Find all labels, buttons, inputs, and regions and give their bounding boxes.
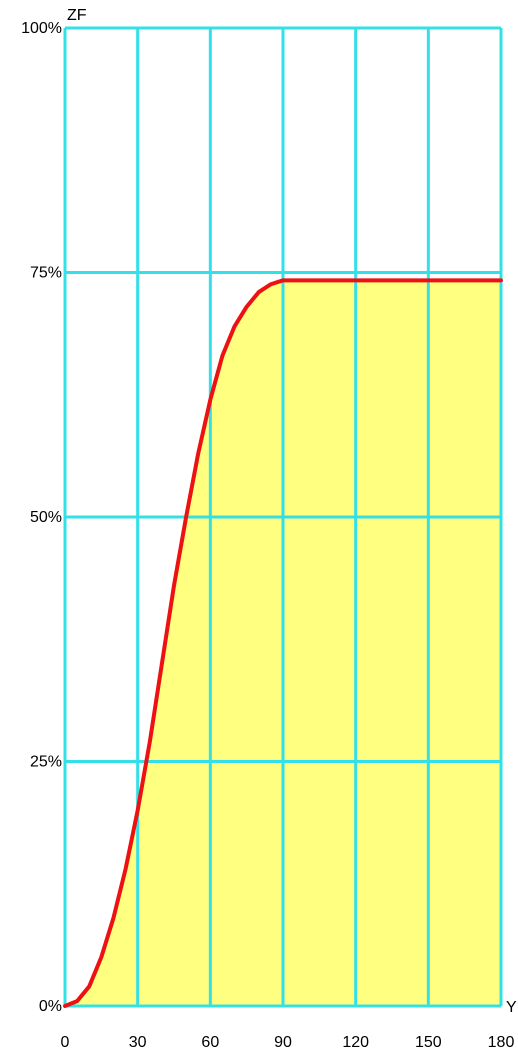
x-tick-label: 60 <box>201 1034 219 1051</box>
y-tick-label: 25% <box>30 754 62 771</box>
x-tick-label: 120 <box>342 1034 369 1051</box>
grid <box>63 26 503 1008</box>
y-tick-label: 100% <box>21 20 62 37</box>
y-axis-title: ZF <box>67 7 87 24</box>
y-axis-tick-labels: 0% 25% 50% 75% 100% <box>21 20 62 1015</box>
x-tick-label: 90 <box>274 1034 292 1051</box>
x-tick-label: 0 <box>61 1034 70 1051</box>
y-tick-label: 75% <box>30 265 62 282</box>
x-tick-label: 150 <box>415 1034 442 1051</box>
y-tick-label: 50% <box>30 509 62 526</box>
x-axis-tick-labels: 0 30 60 90 120 150 180 <box>61 1034 515 1051</box>
y-tick-label: 0% <box>39 998 62 1015</box>
x-tick-label: 180 <box>488 1034 515 1051</box>
x-axis-title: Y <box>506 999 517 1016</box>
series-line-layer <box>63 278 503 1008</box>
x-tick-label: 30 <box>129 1034 147 1051</box>
series-line <box>63 278 503 1008</box>
